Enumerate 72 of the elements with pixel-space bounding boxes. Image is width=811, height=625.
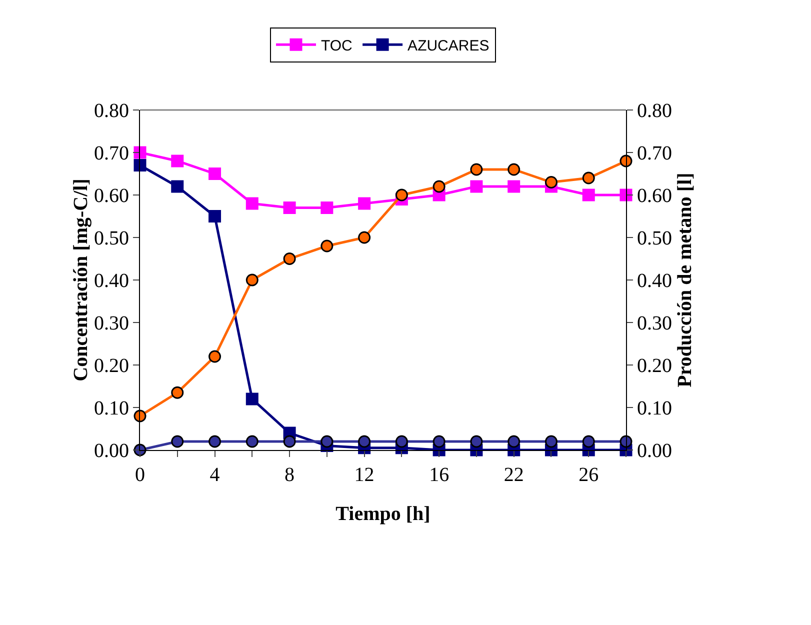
point bbox=[508, 163, 520, 176]
point bbox=[171, 154, 184, 168]
x-axis-title: Tiempo [h] bbox=[336, 503, 430, 525]
x-tick-label: 26 bbox=[578, 464, 599, 486]
point bbox=[208, 435, 222, 448]
point bbox=[582, 188, 595, 202]
x-tick-label: 8 bbox=[284, 464, 295, 486]
point bbox=[134, 159, 146, 172]
y-tick-label: 0.40 bbox=[94, 270, 129, 292]
point bbox=[283, 252, 296, 265]
point bbox=[134, 146, 146, 159]
point bbox=[246, 197, 258, 210]
y-tick-label: 0.10 bbox=[94, 398, 129, 420]
x-tick-label: 4 bbox=[210, 464, 220, 486]
point bbox=[171, 180, 184, 193]
point bbox=[171, 435, 184, 448]
point bbox=[320, 435, 334, 448]
point bbox=[544, 435, 558, 448]
y-tick-label: 0.20 bbox=[94, 355, 129, 377]
point bbox=[620, 154, 632, 168]
y2-tick-label: 0.80 bbox=[637, 100, 672, 122]
point bbox=[320, 240, 334, 252]
point bbox=[283, 435, 296, 448]
point bbox=[246, 392, 258, 406]
point bbox=[582, 172, 595, 184]
point bbox=[470, 180, 483, 193]
point bbox=[395, 188, 408, 202]
x-tick-label: 0 bbox=[135, 464, 145, 486]
point bbox=[358, 197, 371, 210]
point bbox=[470, 163, 483, 176]
y-tick-label: 0.80 bbox=[94, 100, 129, 122]
point bbox=[544, 176, 558, 188]
y2-tick-label: 0.40 bbox=[637, 270, 672, 292]
point bbox=[432, 435, 446, 448]
y2-tick-label: 0.70 bbox=[637, 142, 672, 164]
point bbox=[620, 188, 632, 202]
point bbox=[432, 180, 446, 193]
point bbox=[508, 180, 520, 193]
point bbox=[171, 386, 184, 399]
point bbox=[358, 435, 371, 448]
point bbox=[620, 435, 632, 448]
point bbox=[470, 435, 483, 448]
point bbox=[208, 210, 222, 222]
y-tick-label: 0.50 bbox=[94, 228, 129, 250]
point bbox=[508, 435, 520, 448]
point bbox=[582, 435, 595, 448]
y2-tick-label: 0.60 bbox=[637, 185, 672, 207]
point bbox=[283, 202, 296, 214]
y2-tick-label: 0.50 bbox=[637, 228, 672, 250]
x-tick-label: 22 bbox=[504, 464, 524, 486]
y2-tick-label: 0.20 bbox=[637, 355, 672, 377]
point bbox=[208, 168, 222, 180]
y2-tick-label: 0.00 bbox=[637, 440, 672, 462]
point bbox=[395, 435, 408, 448]
y2-tick-label: 0.30 bbox=[637, 312, 672, 334]
x-tick-label: 16 bbox=[429, 464, 450, 486]
y-axis-title: Concentración [mg-C/l] bbox=[70, 178, 92, 382]
y-tick-label: 0.00 bbox=[94, 440, 129, 462]
point bbox=[246, 274, 258, 286]
legend-label: TOC bbox=[321, 38, 353, 54]
y-tick-label: 0.30 bbox=[94, 312, 129, 334]
y-tick-label: 0.60 bbox=[94, 185, 129, 207]
point bbox=[134, 410, 146, 422]
point bbox=[320, 202, 334, 214]
point bbox=[246, 435, 258, 448]
point bbox=[208, 350, 222, 363]
point bbox=[358, 231, 371, 244]
y-tick-label: 0.70 bbox=[94, 142, 129, 164]
legend-label: AZUCARES bbox=[408, 38, 490, 54]
y2-tick-label: 0.10 bbox=[637, 398, 672, 420]
x-tick-label: 12 bbox=[354, 464, 374, 486]
y2-axis-title: Producción de metano [l] bbox=[674, 172, 696, 388]
